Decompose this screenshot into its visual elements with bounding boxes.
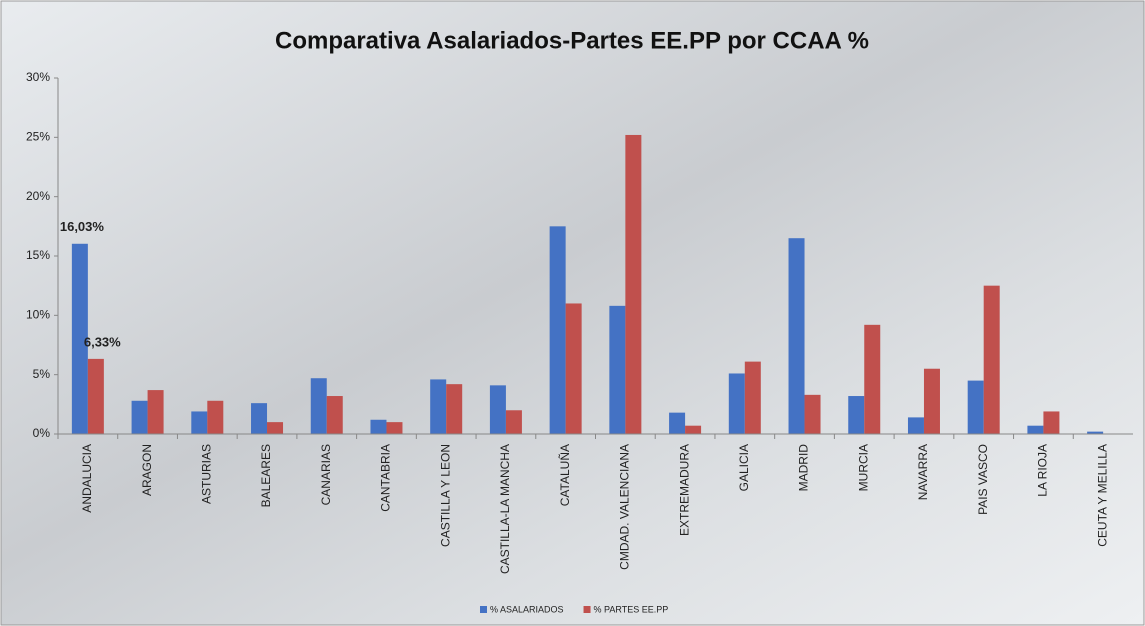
bar	[489, 385, 506, 434]
x-tick-label: LA RIOJA	[1036, 444, 1050, 497]
bar	[625, 134, 642, 434]
bar	[267, 422, 284, 434]
bar	[326, 396, 343, 434]
bar	[370, 419, 387, 434]
bar	[1027, 425, 1044, 434]
bar	[310, 378, 327, 434]
bar	[131, 400, 148, 434]
bar	[191, 411, 208, 434]
bar	[804, 394, 821, 434]
bar	[983, 285, 1000, 434]
bar	[430, 379, 447, 434]
x-tick-label: CASTILLA-LA MANCHA	[498, 444, 512, 574]
x-tick-label: EXTREMADURA	[677, 444, 691, 536]
bar	[549, 226, 566, 434]
bar	[967, 380, 984, 434]
bar	[71, 243, 88, 434]
bar	[609, 305, 626, 434]
x-tick-label: CANARIAS	[319, 444, 333, 505]
y-tick-label: 15%	[26, 248, 50, 262]
y-tick-label: 20%	[26, 189, 50, 203]
legend-label: % PARTES EE.PP	[594, 604, 669, 614]
bar	[1087, 431, 1104, 434]
bar	[744, 361, 761, 434]
bar	[1043, 411, 1060, 434]
x-tick-label: PAIS VASCO	[976, 444, 990, 515]
bar	[87, 358, 104, 434]
bar	[147, 390, 164, 434]
bar	[446, 384, 463, 434]
y-tick-label: 0%	[33, 426, 51, 440]
x-tick-label: CMDAD. VALENCIANA	[618, 444, 632, 570]
bar	[251, 403, 268, 434]
data-label: 16,03%	[60, 219, 105, 234]
legend-swatch	[480, 606, 487, 613]
x-tick-label: ARAGON	[140, 444, 154, 496]
bar	[907, 417, 924, 434]
x-tick-label: CASTILLA Y LEON	[438, 444, 452, 547]
x-tick-label: BALEARES	[259, 444, 273, 507]
bar	[848, 396, 865, 434]
legend-swatch	[583, 606, 591, 613]
chart-title: Comparativa Asalariados-Partes EE.PP por…	[275, 27, 869, 54]
bar	[386, 422, 403, 434]
bar	[207, 400, 224, 434]
bar	[728, 373, 745, 434]
x-tick-label: CATALUÑA	[558, 444, 572, 506]
y-tick-label: 5%	[33, 367, 51, 381]
x-tick-label: GALICIA	[737, 444, 751, 491]
x-tick-label: CANTABRIA	[379, 444, 393, 512]
bar	[505, 410, 522, 434]
bar	[864, 324, 881, 434]
bar	[669, 412, 686, 434]
x-tick-label: ANDALUCIA	[80, 444, 94, 513]
x-tick-label: CEUTA Y MELILLA	[1095, 444, 1109, 547]
y-tick-label: 30%	[26, 70, 50, 84]
x-tick-label: MURCIA	[856, 444, 870, 491]
bar	[685, 425, 702, 434]
bar	[788, 238, 805, 434]
x-tick-label: MADRID	[797, 444, 811, 492]
y-tick-label: 25%	[26, 130, 50, 144]
bar	[565, 303, 582, 434]
legend-label: % ASALARIADOS	[490, 604, 564, 614]
data-label: 6,33%	[84, 334, 121, 349]
x-tick-label: ASTURIAS	[199, 444, 213, 504]
y-tick-label: 10%	[26, 308, 50, 322]
x-tick-label: NAVARRA	[916, 444, 930, 500]
bar	[923, 368, 940, 434]
